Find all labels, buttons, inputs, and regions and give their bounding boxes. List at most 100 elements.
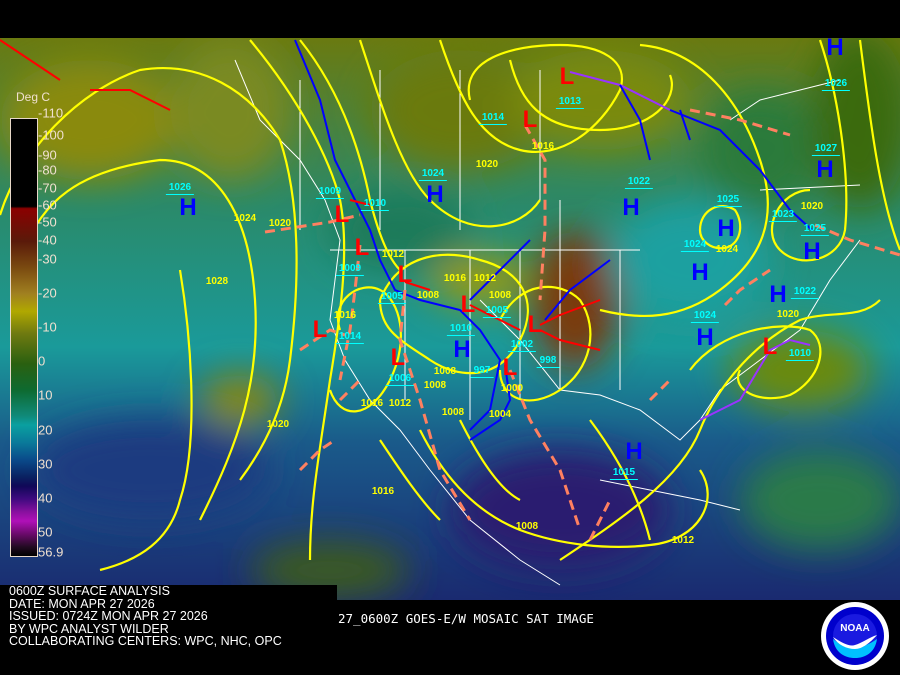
isobar-value-label: 1016: [360, 398, 384, 409]
high-pressure-center: H: [696, 324, 714, 351]
high-pressure-center: H: [625, 438, 643, 465]
fronts: [0, 39, 813, 441]
low-pressure-center: L: [502, 354, 518, 381]
center-pressure-label: 1010: [785, 349, 815, 361]
isobar-value-label: 1020: [776, 309, 800, 320]
center-pressure-label: 1027: [811, 144, 841, 156]
isobar-value-label: 1008: [433, 366, 457, 377]
colorbar-tick-label: -40: [38, 232, 57, 248]
high-pressure-center: H: [816, 156, 834, 183]
colorbar-tick-label: -100: [38, 127, 65, 143]
colorbar-unit: Deg C: [16, 90, 51, 104]
colorbar-tick-label: -10: [38, 319, 57, 335]
colorbar-tick-label: 40: [38, 490, 53, 506]
low-pressure-center: L: [312, 316, 328, 343]
center-pressure-label: 1022: [624, 177, 654, 189]
isobar-value-label: 1012: [671, 535, 695, 546]
colorbar-tick-label: 30: [38, 456, 53, 472]
isobar-value-label: 1024: [233, 213, 257, 224]
coastlines-borders: [234, 59, 861, 586]
colorbar-tick-label: -20: [38, 285, 57, 301]
colorbar-tick-label: -30: [38, 251, 57, 267]
low-pressure-center: L: [390, 344, 406, 371]
high-pressure-center: H: [769, 281, 787, 308]
low-pressure-center: L: [354, 234, 370, 261]
center-pressure-label: 998: [536, 356, 560, 368]
isobar-value-label: 1016: [333, 310, 357, 321]
center-pressure-label: 1006: [385, 374, 415, 386]
isobar-value-label: 1008: [416, 290, 440, 301]
isobar-value-label: 1008: [441, 407, 465, 418]
center-pressure-label: 1014: [335, 332, 365, 344]
analysis-analyst: BY WPC ANALYST WILDER: [9, 621, 169, 636]
center-pressure-label: 1002: [507, 340, 537, 352]
center-pressure-label: 1026: [821, 79, 851, 91]
high-pressure-center: H: [691, 259, 709, 286]
isobar-value-label: 1024: [715, 244, 739, 255]
high-pressure-center: H: [826, 34, 844, 61]
center-pressure-label: 1025: [713, 195, 743, 207]
center-pressure-label: 1014: [478, 113, 508, 125]
isobar-value-label: 1008: [423, 380, 447, 391]
satellite-map: [0, 38, 900, 600]
isobar-value-label: 1012: [381, 249, 405, 260]
isobar-value-label: 1028: [205, 276, 229, 287]
analysis-date: DATE: MON APR 27 2026: [9, 596, 155, 611]
high-pressure-center: H: [803, 238, 821, 265]
center-pressure-label: 997: [470, 366, 494, 378]
colorbar-tick-label: -80: [38, 162, 57, 178]
colorbar-tick-label: 0: [38, 353, 46, 369]
isobar-value-label: 1016: [371, 486, 395, 497]
analysis-info-box: 0600Z SURFACE ANALYSIS DATE: MON APR 27 …: [0, 585, 337, 650]
center-pressure-label: 1025: [800, 224, 830, 236]
colorbar-tick-label: 20: [38, 422, 53, 438]
center-pressure-label: 1009: [335, 264, 365, 276]
isobar-value-label: 1012: [473, 273, 497, 284]
low-pressure-center: L: [522, 106, 538, 133]
isobar-value-label: 1012: [388, 398, 412, 409]
center-pressure-label: 1023: [768, 210, 798, 222]
center-pressure-label: 1015: [609, 468, 639, 480]
isobar-value-label: 1020: [268, 218, 292, 229]
center-pressure-label: 1024: [680, 240, 710, 252]
colorbar-tick-label: 56.9: [38, 544, 64, 560]
center-pressure-label: 1013: [555, 97, 585, 109]
isobar-value-label: 1000: [500, 383, 524, 394]
center-pressure-label: 1010: [360, 199, 390, 211]
low-pressure-center: L: [397, 261, 413, 288]
isobar-value-label: 1020: [800, 201, 824, 212]
low-pressure-center: L: [460, 291, 476, 318]
isobar-value-label: 1020: [475, 159, 499, 170]
high-pressure-center: H: [622, 194, 640, 221]
low-pressure-center: L: [334, 201, 350, 228]
analysis-issued: ISSUED: 0724Z MON APR 27 2026: [9, 609, 208, 623]
center-pressure-label: 1024: [418, 169, 448, 181]
colorbar-tick-label: -70: [38, 180, 57, 196]
isobar-value-label: 1008: [515, 521, 539, 532]
center-pressure-label: 1005: [482, 306, 512, 318]
center-pressure-label: 1022: [790, 287, 820, 299]
isobars: [0, 39, 900, 572]
colorbar-tick-label: 10: [38, 387, 53, 403]
logo-text: NOAA: [840, 623, 869, 634]
isobar-value-label: 1004: [488, 409, 512, 420]
noaa-logo: NOAA: [821, 602, 889, 670]
high-pressure-center: H: [426, 181, 444, 208]
colorbar-tick-label: 50: [38, 524, 53, 540]
center-pressure-label: 1009: [315, 187, 345, 199]
analysis-title: 0600Z SURFACE ANALYSIS: [9, 584, 170, 598]
center-pressure-label: 1010: [446, 324, 476, 336]
isobar-value-label: 1016: [443, 273, 467, 284]
center-pressure-label: 1005: [377, 292, 407, 304]
isobar-value-label: 1016: [531, 141, 555, 152]
colorbar-tick-label: -110: [38, 105, 64, 121]
analysis-centers: COLLABORATING CENTERS: WPC, NHC, OPC: [9, 634, 282, 648]
temperature-colorbar: [10, 118, 38, 557]
low-pressure-center: L: [762, 333, 778, 360]
satellite-caption: 27_0600Z GOES-E/W MOSAIC SAT IMAGE: [338, 611, 594, 626]
low-pressure-center: L: [559, 63, 575, 90]
colorbar-tick-label: -90: [38, 147, 57, 163]
center-pressure-label: 1024: [690, 311, 720, 323]
isobar-value-label: 1008: [488, 290, 512, 301]
